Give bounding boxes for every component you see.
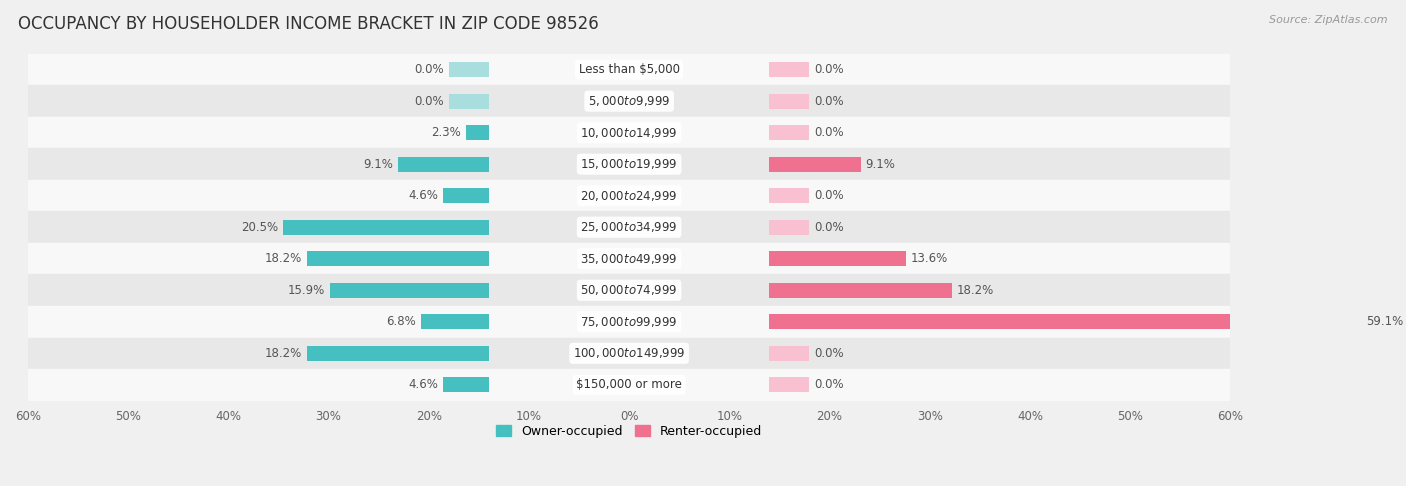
Text: $150,000 or more: $150,000 or more [576, 378, 682, 391]
Bar [398, 156, 489, 172]
Text: 59.1%: 59.1% [1367, 315, 1403, 328]
Text: OCCUPANCY BY HOUSEHOLDER INCOME BRACKET IN ZIP CODE 98526: OCCUPANCY BY HOUSEHOLDER INCOME BRACKET … [18, 15, 599, 33]
Bar [28, 148, 1230, 180]
Bar [769, 156, 860, 172]
Text: 20.5%: 20.5% [242, 221, 278, 234]
Bar [28, 306, 1230, 337]
Text: $100,000 to $149,999: $100,000 to $149,999 [572, 347, 685, 360]
Legend: Owner-occupied, Renter-occupied: Owner-occupied, Renter-occupied [491, 420, 768, 443]
Text: 0.0%: 0.0% [814, 221, 844, 234]
Text: 4.6%: 4.6% [408, 189, 437, 202]
Text: 0.0%: 0.0% [814, 189, 844, 202]
Bar [28, 243, 1230, 275]
Bar [449, 62, 489, 77]
Bar [420, 314, 489, 330]
Text: $5,000 to $9,999: $5,000 to $9,999 [588, 94, 671, 108]
Text: 0.0%: 0.0% [814, 347, 844, 360]
Bar [443, 377, 489, 392]
Bar [28, 211, 1230, 243]
Bar [769, 346, 810, 361]
Bar [769, 62, 810, 77]
Text: 18.2%: 18.2% [956, 284, 994, 297]
Bar [443, 188, 489, 203]
Text: $50,000 to $74,999: $50,000 to $74,999 [581, 283, 678, 297]
Bar [28, 180, 1230, 211]
Bar [28, 86, 1230, 117]
Bar [769, 94, 810, 109]
Bar [769, 220, 810, 235]
Text: 4.6%: 4.6% [408, 378, 437, 391]
Text: 0.0%: 0.0% [814, 378, 844, 391]
Bar [769, 251, 905, 266]
Text: 6.8%: 6.8% [387, 315, 416, 328]
Text: 0.0%: 0.0% [415, 63, 444, 76]
Text: 13.6%: 13.6% [911, 252, 948, 265]
Text: $35,000 to $49,999: $35,000 to $49,999 [581, 252, 678, 266]
Text: Less than $5,000: Less than $5,000 [579, 63, 679, 76]
Bar [465, 125, 489, 140]
Text: 18.2%: 18.2% [264, 347, 301, 360]
Text: 0.0%: 0.0% [415, 95, 444, 108]
Text: $10,000 to $14,999: $10,000 to $14,999 [581, 126, 678, 139]
Text: $75,000 to $99,999: $75,000 to $99,999 [581, 315, 678, 329]
Text: Source: ZipAtlas.com: Source: ZipAtlas.com [1270, 15, 1388, 25]
Text: 15.9%: 15.9% [287, 284, 325, 297]
Bar [28, 275, 1230, 306]
Bar [329, 283, 489, 298]
Bar [284, 220, 489, 235]
Text: 0.0%: 0.0% [814, 63, 844, 76]
Text: $25,000 to $34,999: $25,000 to $34,999 [581, 220, 678, 234]
Bar [28, 337, 1230, 369]
Bar [449, 94, 489, 109]
Bar [307, 251, 489, 266]
Text: 2.3%: 2.3% [432, 126, 461, 139]
Text: 0.0%: 0.0% [814, 126, 844, 139]
Bar [28, 369, 1230, 400]
Bar [769, 188, 810, 203]
Text: 9.1%: 9.1% [866, 157, 896, 171]
Text: 9.1%: 9.1% [363, 157, 392, 171]
Bar [307, 346, 489, 361]
Bar [769, 283, 952, 298]
Bar [769, 377, 810, 392]
Bar [28, 117, 1230, 148]
Text: $15,000 to $19,999: $15,000 to $19,999 [581, 157, 678, 171]
Bar [769, 125, 810, 140]
Text: 18.2%: 18.2% [264, 252, 301, 265]
Bar [28, 54, 1230, 86]
Text: $20,000 to $24,999: $20,000 to $24,999 [581, 189, 678, 203]
Text: 0.0%: 0.0% [814, 95, 844, 108]
Bar [769, 314, 1361, 330]
